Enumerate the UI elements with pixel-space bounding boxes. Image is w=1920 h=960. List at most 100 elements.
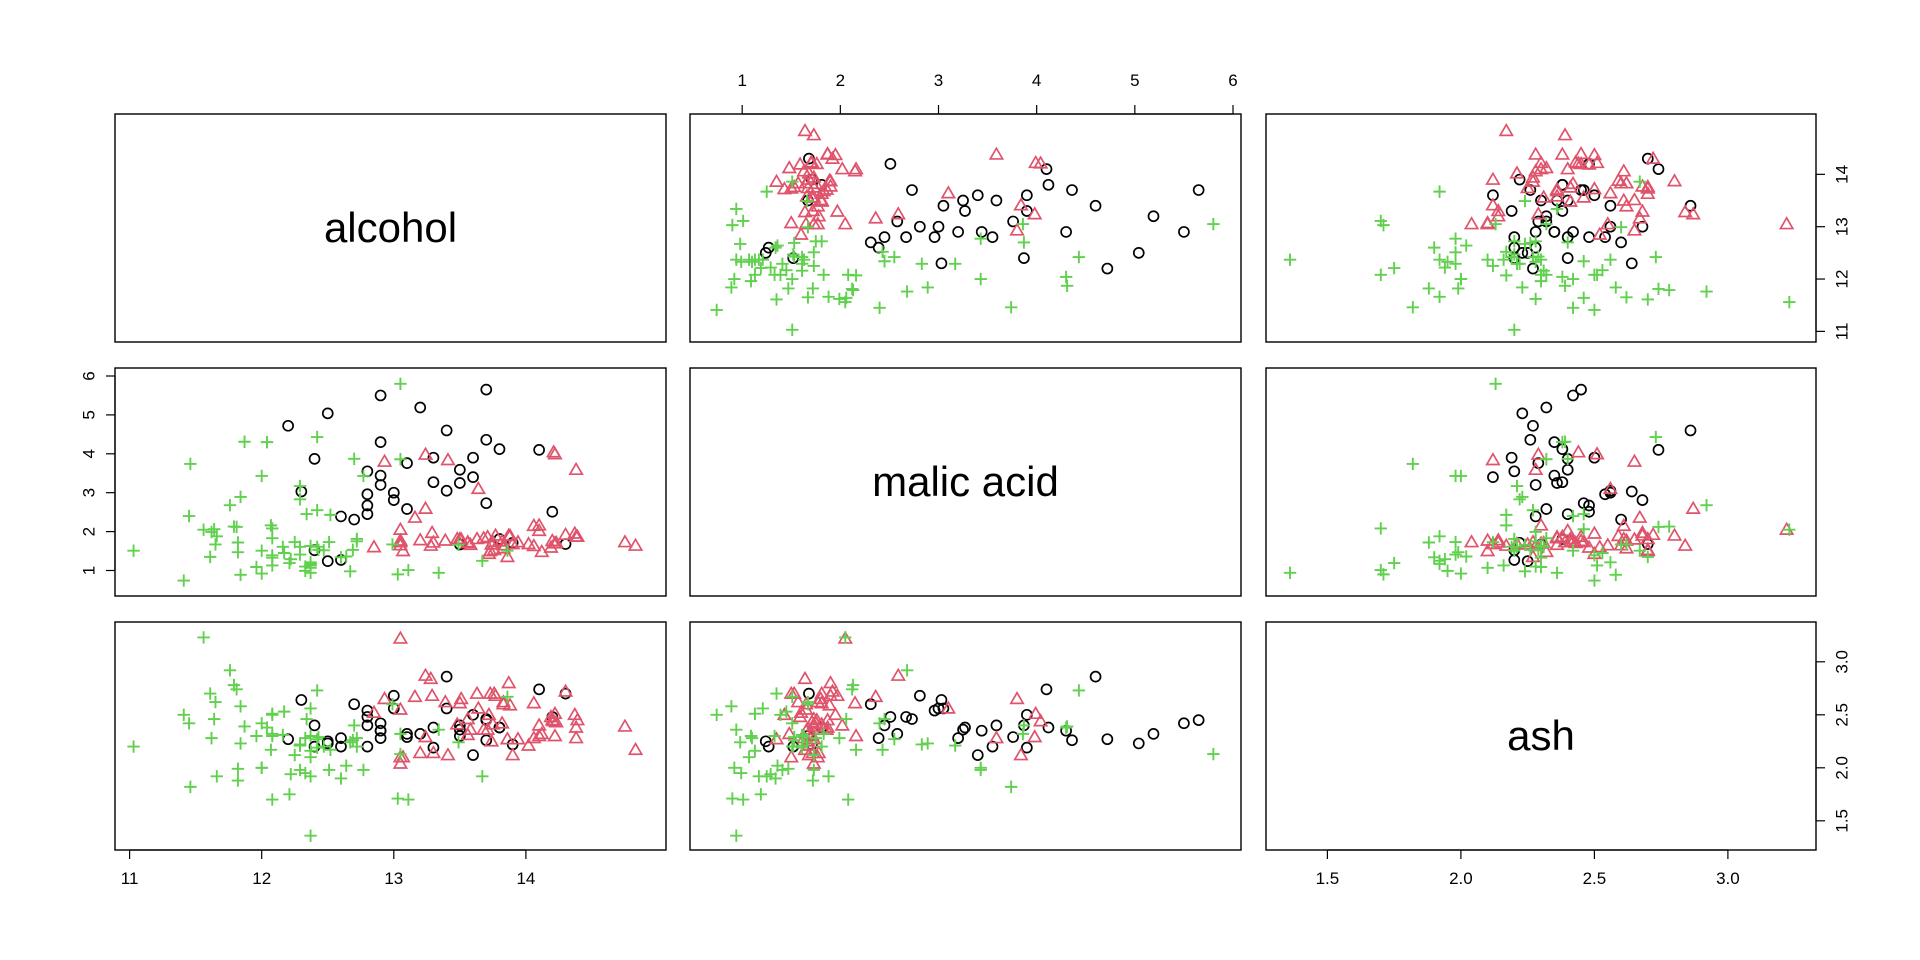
data-point-circle (971, 189, 984, 202)
data-point-plus (347, 719, 361, 732)
data-point-circle (440, 702, 453, 715)
data-point-triangle (1618, 198, 1635, 212)
data-point-circle (374, 732, 387, 744)
data-point-triangle (786, 179, 802, 193)
data-point-plus (1460, 239, 1473, 252)
data-point-plus (1481, 561, 1494, 574)
data-point-circle (1652, 163, 1665, 175)
data-point-plus (1516, 281, 1529, 294)
data-point-plus (386, 538, 399, 551)
data-point-triangle (568, 528, 584, 542)
data-point-circle (1178, 226, 1190, 238)
data-point-plus (177, 574, 190, 587)
data-point-plus (1588, 574, 1601, 587)
data-point-plus (300, 507, 313, 521)
y-tick-label-alcohol: 14 (1833, 165, 1852, 184)
data-point-plus (184, 780, 197, 794)
data-point-triangle (829, 203, 846, 217)
data-point-plus (1529, 235, 1542, 248)
data-point-triangle (469, 685, 485, 699)
data-point-triangle (776, 181, 793, 195)
data-point-plus (1449, 246, 1462, 259)
data-point-triangle (505, 747, 521, 761)
data-point-circle (480, 433, 493, 446)
y-tick-label-ash: 2.5 (1833, 703, 1852, 727)
data-point-plus (948, 739, 962, 752)
data-point-plus (1534, 253, 1548, 266)
data-point-plus (1566, 272, 1580, 286)
data-point-circle (1529, 479, 1542, 491)
data-point-triangle (797, 204, 813, 218)
data-point-circle (387, 494, 400, 506)
data-point-plus (1283, 566, 1297, 580)
x-tick-label-malic-acid: 5 (1130, 71, 1139, 90)
data-point-plus (227, 678, 241, 692)
data-point-plus (873, 717, 886, 730)
data-point-circle (1636, 220, 1649, 233)
data-point-plus (1454, 567, 1468, 580)
data-point-plus (1377, 218, 1390, 232)
data-point-circle (454, 477, 466, 489)
data-point-plus (788, 730, 801, 744)
data-point-triangle (1009, 222, 1025, 236)
data-point-circle (361, 488, 374, 501)
data-point-triangle (806, 189, 822, 203)
data-point-plus (839, 631, 852, 644)
data-point-triangle (1032, 713, 1049, 727)
data-point-plus (1534, 551, 1548, 564)
data-point-plus (293, 763, 307, 777)
data-point-circle (1540, 401, 1553, 414)
data-point-circle (387, 689, 400, 702)
data-point-plus (1540, 532, 1553, 545)
data-point-circle (1021, 205, 1033, 217)
data-point-plus (776, 257, 789, 271)
data-point-plus (1072, 684, 1086, 697)
data-point-plus (974, 232, 987, 245)
data-point-triangle (781, 725, 797, 740)
data-point-triangle (392, 749, 409, 763)
data-point-plus (1508, 323, 1521, 337)
data-point-circle (282, 419, 294, 432)
data-point-plus (476, 554, 489, 567)
diagonal-label-ash: ash (1507, 712, 1575, 759)
data-point-plus (728, 761, 741, 774)
data-point-plus (1510, 479, 1524, 493)
data-point-circle (914, 220, 926, 233)
data-point-triangle (395, 543, 411, 557)
data-point-plus (1561, 236, 1574, 249)
data-point-triangle (783, 749, 799, 763)
data-point-triangle (1586, 147, 1603, 161)
data-point-plus (184, 457, 197, 471)
data-point-circle (1508, 465, 1521, 478)
data-point-triangle (531, 517, 547, 531)
data-point-plus (452, 736, 465, 749)
data-point-plus (197, 631, 210, 644)
data-point-circle (1561, 508, 1574, 520)
data-point-triangle (392, 521, 409, 535)
data-point-circle (986, 740, 999, 753)
data-point-plus (334, 551, 348, 564)
data-point-triangle (1570, 444, 1587, 458)
data-point-plus (782, 762, 795, 776)
data-point-circle (374, 724, 387, 737)
data-point-plus (800, 194, 814, 208)
data-point-plus (1433, 290, 1446, 304)
data-point-circle (361, 719, 374, 732)
data-point-triangle (1527, 461, 1544, 476)
data-point-plus (1649, 430, 1663, 444)
data-point-plus (1486, 535, 1500, 549)
data-point-circle (1040, 163, 1053, 175)
data-point-plus (1700, 285, 1713, 298)
data-point-triangle (821, 172, 838, 186)
data-point-triangle (531, 522, 547, 537)
data-point-plus (266, 522, 279, 535)
data-point-plus (1529, 292, 1542, 306)
data-point-plus (1532, 250, 1545, 263)
data-point-plus (1540, 453, 1553, 466)
data-point-triangle (1009, 691, 1025, 705)
data-point-plus (391, 568, 404, 581)
data-point-triangle (452, 695, 468, 709)
data-point-triangle (1525, 169, 1541, 183)
y-tick-label-malic-acid: 2 (80, 527, 99, 536)
data-point-plus (1454, 469, 1468, 483)
